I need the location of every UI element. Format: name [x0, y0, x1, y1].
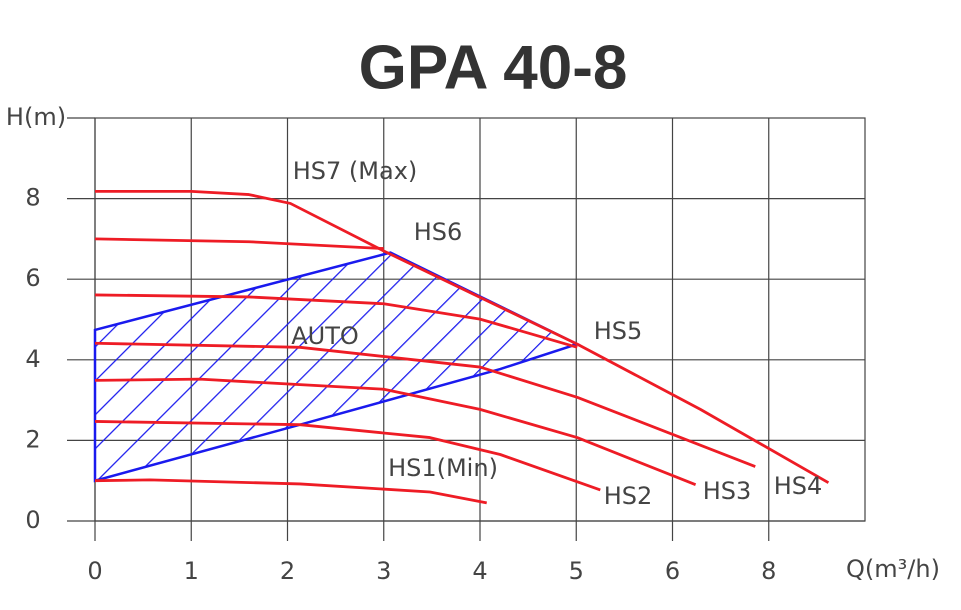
curve-label: HS7 (Max)	[293, 157, 418, 185]
curve-label: HS4	[774, 472, 823, 500]
x-tick-label: 1	[184, 557, 199, 585]
curve-label: HS1(Min)	[388, 454, 498, 482]
y-tick-label: 2	[25, 425, 40, 453]
curve	[94, 377, 697, 487]
curve-label: HS5	[594, 317, 643, 345]
curve	[94, 237, 384, 250]
y-tick-label: 0	[25, 506, 40, 534]
curve	[94, 293, 578, 349]
x-axis-label: Q(m³/h)	[846, 555, 940, 583]
y-tick-label: 4	[25, 345, 40, 373]
curve-label: HS2	[604, 482, 653, 510]
curve-label: HS3	[703, 477, 752, 505]
x-tick-label: 6	[665, 557, 680, 585]
x-tick-label: 2	[280, 557, 295, 585]
curve	[95, 189, 830, 484]
curve	[94, 478, 488, 505]
chart-title: GPA 40-8	[359, 33, 628, 102]
y-axis-label: H(m)	[6, 103, 66, 131]
auto-label: AUTO	[291, 322, 359, 350]
curve	[94, 420, 601, 492]
curve	[94, 341, 756, 468]
curve-label: HS6	[414, 218, 463, 246]
x-tick-label: 4	[472, 557, 487, 585]
y-tick-label: 8	[25, 184, 40, 212]
x-tick-label: 5	[569, 557, 584, 585]
x-tick-label: 0	[87, 557, 102, 585]
x-tick-label: 3	[376, 557, 391, 585]
y-tick-label: 6	[25, 264, 40, 292]
x-tick-label: 8	[761, 557, 776, 585]
